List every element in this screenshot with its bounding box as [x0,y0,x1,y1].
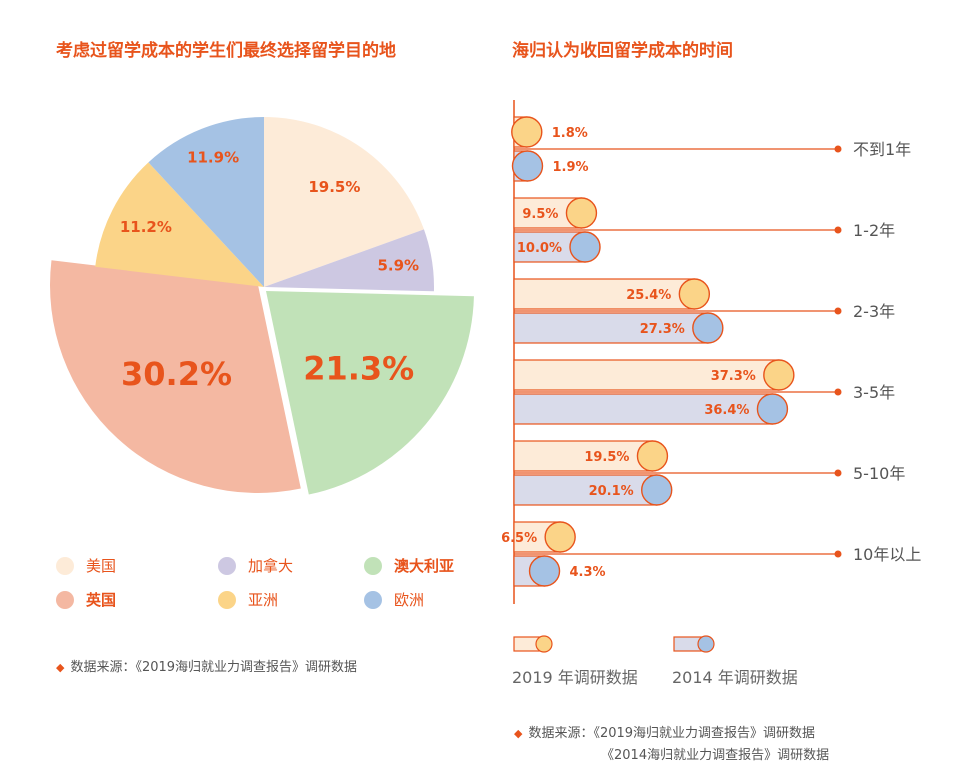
bar-label-2019: 1.8% [552,126,588,141]
category-label: 3-5年 [853,383,895,402]
bar-end-circle-2019 [763,359,795,391]
left-source-text: 数据来源：《2019海归就业力调查报告》调研数据 [70,660,358,675]
legend-swatch [364,557,382,575]
pie-slice-label-4: 11.2% [120,218,172,236]
right-source-note-2: 《2014海归就业力调查报告》调研数据 [601,748,830,763]
right-source-text-1: 数据来源：《2019海归就业力调查报告》调研数据 [528,726,816,741]
legend-label: 澳大利亚 [394,557,455,575]
bar-2014 [513,474,658,506]
pie-slice-3 [50,260,301,493]
pie-slice-label-0: 19.5% [308,178,360,196]
bar-chart-title: 海归认为收回留学成本的时间 [512,41,733,61]
category-label: 2-3年 [853,302,895,321]
pie-slice-label-3: 30.2% [121,355,232,393]
legend-label: 亚洲 [248,591,279,609]
category-label: 1-2年 [853,221,895,240]
bar-end-circle-2014 [569,231,601,263]
bar-label-2014: 27.3% [640,322,685,337]
legend-label: 美国 [86,557,117,575]
category-label: 10年以上 [853,545,921,564]
bar-label-2019: 6.5% [501,531,537,546]
pie-slice-2 [266,291,474,495]
pie-slice-label-5: 11.9% [187,148,239,166]
legend-swatch [218,557,236,575]
legend-label: 英国 [86,591,117,609]
bar-label-2019: 19.5% [584,450,629,465]
legend-swatch [364,591,382,609]
bar-legend-2014-label: 2014 年调研数据 [672,668,798,687]
pie-slice-label-2: 21.3% [303,349,414,387]
category-dot [834,307,842,315]
pie-slice-4 [95,162,264,287]
bar-label-2014: 36.4% [704,403,749,418]
category-dot [834,469,842,477]
bar-end-circle-2014 [692,312,724,344]
bar-2014 [513,393,774,425]
category-dot [834,550,842,558]
bar-end-circle-2019 [565,197,598,229]
category-dot [834,388,842,396]
bar-label-2014: 20.1% [589,484,634,499]
diamond-icon: ◆ [514,727,523,740]
legend-swatch-2014-circle [697,635,715,653]
bar-label-2014: 1.9% [552,160,588,175]
legend-swatch [218,591,236,609]
legend-label: 欧洲 [394,591,425,609]
bar-end-circle-2019 [636,440,669,472]
category-dot [834,226,842,234]
bar-end-circle-2014 [528,555,561,587]
bar-end-circle-2019 [544,521,576,553]
legend-swatch-2019-circle [535,635,553,653]
bar-label-2014: 10.0% [517,241,562,256]
bar-end-circle-2014 [641,474,673,506]
bar-2019 [513,440,654,472]
pie-slice-1 [264,229,434,292]
diamond-icon: ◆ [56,661,65,674]
bar-end-circle-2014 [511,150,544,182]
category-dot [834,145,842,153]
pie-slice-5 [148,117,264,287]
bar-label-2014: 4.3% [570,565,606,580]
bar-label-2019: 25.4% [626,288,671,303]
pie-slice-label-1: 5.9% [377,257,419,275]
bar-2019 [513,359,780,391]
bar-label-2019: 9.5% [522,207,558,222]
bar-end-circle-2014 [756,393,789,425]
category-label: 5-10年 [853,464,905,483]
bar-end-circle-2019 [678,278,711,310]
legend-label: 加拿大 [248,557,294,575]
right-source-note-1: ◆ 数据来源：《2019海归就业力调查报告》调研数据 [514,722,815,741]
category-label: 不到1年 [853,140,911,159]
bar-end-circle-2019 [511,116,543,148]
pie-chart-title: 考虑过留学成本的学生们最终选择留学目的地 [56,41,396,61]
legend-swatch [56,591,74,609]
bar-label-2019: 37.3% [711,369,756,384]
pie-slice-0 [264,117,424,287]
legend-swatch [56,557,74,575]
bar-legend-2019-label: 2019 年调研数据 [512,668,638,687]
left-source-note: ◆ 数据来源：《2019海归就业力调查报告》调研数据 [56,656,357,675]
